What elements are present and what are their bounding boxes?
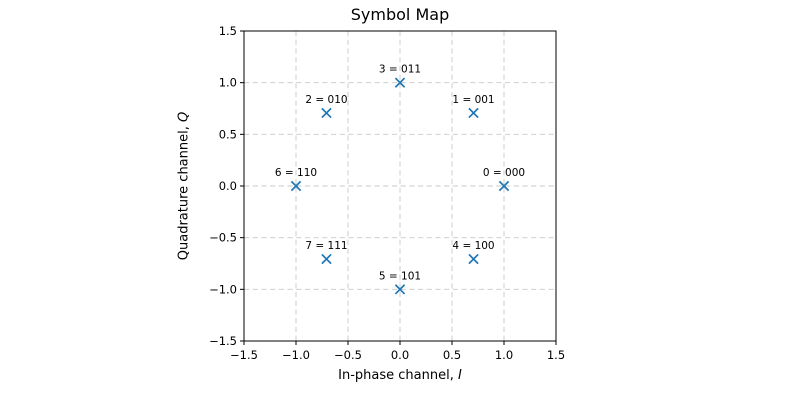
constellation-point-label: 7 = 111 [305,240,347,252]
constellation-point-marker [321,107,332,119]
chart-title: Symbol Map [350,5,450,24]
y-tick-label: −1.5 [209,334,237,348]
constellation-point-label: 1 = 001 [452,94,494,106]
constellation-point-label: 0 = 000 [483,167,525,179]
constellation-point-marker [321,253,332,265]
constellation-point-label: 6 = 110 [275,167,317,179]
y-axis-label: Quadrature channel, Q [177,112,192,260]
x-tick-label: −1.0 [282,348,310,362]
points-layer: 0 = 000 1 = 001 2 = 010 3 = 011 4 = 100 5 = 1… [275,64,525,295]
constellation-point-label: 2 = 010 [305,94,347,106]
constellation-point-label: 3 = 011 [379,64,421,76]
x-tick-label: 0.5 [443,348,461,362]
x-tick-label: 1.5 [547,348,565,362]
x-axis-label: In-phase channel, I [244,368,556,383]
x-axis-label-symbol: I [458,368,462,383]
x-tick-label: 0.0 [391,348,409,362]
x-tick-label: −1.5 [230,348,258,362]
constellation-point-marker [290,180,302,192]
grid-layer [244,31,556,341]
y-tick-label: 0.5 [219,127,237,141]
constellation-point-marker [394,77,406,88]
y-axis-label-text: Quadrature channel, [176,122,192,261]
y-axis-label-symbol: Q [176,111,192,122]
axis-layer: −1.5 −1.0 −0.5 0.0 0.5 1.0 1.5 −1.5 −1.0 −0.5 0.0 0… [209,24,565,362]
y-tick-label: 0.0 [219,179,237,193]
y-tick-label: −1.0 [209,282,237,296]
axes-frame [243,30,557,342]
constellation-point-marker [498,180,510,192]
y-tick-label: 1.5 [219,24,237,38]
y-tick-label: 1.0 [219,76,237,90]
constellation-point-marker [394,284,406,295]
constellation-point-marker [468,253,479,265]
x-axis-label-text: In-phase channel, [338,368,458,383]
y-tick-label: −0.5 [209,231,237,245]
x-tick-label: 1.0 [495,348,513,362]
constellation-point-label: 5 = 101 [379,270,421,282]
constellation-point-marker [468,107,479,119]
x-tick-label: −0.5 [334,348,362,362]
constellation-point-label: 4 = 100 [452,240,494,252]
